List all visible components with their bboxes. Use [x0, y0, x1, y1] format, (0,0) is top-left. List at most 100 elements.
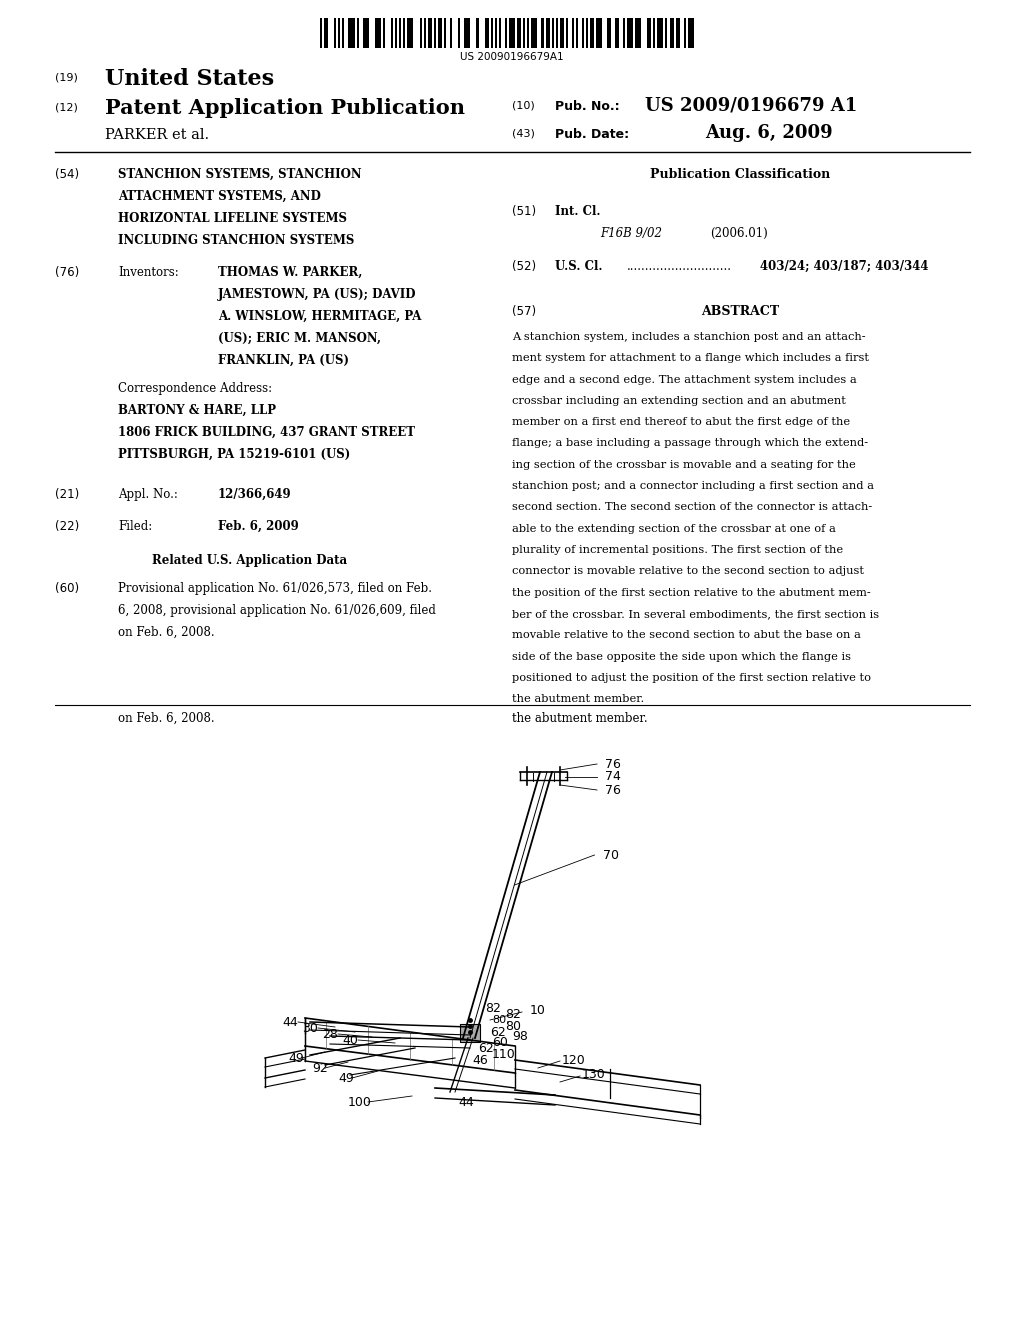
Text: Provisional application No. 61/026,573, filed on Feb.: Provisional application No. 61/026,573, …	[118, 582, 432, 595]
Text: the position of the first section relative to the abutment mem-: the position of the first section relati…	[512, 587, 870, 598]
Text: (12): (12)	[55, 102, 78, 112]
Text: United States: United States	[105, 69, 274, 90]
Text: connector is movable relative to the second section to adjust: connector is movable relative to the sec…	[512, 566, 864, 577]
Bar	[523, 18, 525, 48]
Bar	[383, 18, 385, 48]
Text: Pub. No.:: Pub. No.:	[555, 100, 620, 114]
Bar	[531, 18, 538, 48]
Text: A. WINSLOW, HERMITAGE, PA: A. WINSLOW, HERMITAGE, PA	[218, 310, 421, 323]
Bar	[319, 18, 322, 48]
Bar	[420, 18, 422, 48]
Text: second section. The second section of the connector is attach-: second section. The second section of th…	[512, 503, 872, 512]
FancyBboxPatch shape	[460, 1024, 480, 1041]
Bar	[444, 18, 446, 48]
Text: 62: 62	[478, 1041, 494, 1055]
Bar	[606, 18, 610, 48]
Bar	[476, 18, 478, 48]
Text: edge and a second edge. The attachment system includes a: edge and a second edge. The attachment s…	[512, 375, 857, 384]
Bar	[542, 18, 544, 48]
Text: 1806 FRICK BUILDING, 437 GRANT STREET: 1806 FRICK BUILDING, 437 GRANT STREET	[118, 426, 415, 440]
Text: 80,: 80,	[492, 1015, 510, 1026]
Text: 44: 44	[282, 1015, 298, 1028]
Bar	[458, 18, 460, 48]
Bar	[342, 18, 344, 48]
Text: (2006.01): (2006.01)	[710, 227, 768, 240]
Text: 82: 82	[485, 1002, 501, 1015]
Text: THOMAS W. PARKER,: THOMAS W. PARKER,	[218, 267, 362, 279]
Bar	[647, 18, 651, 48]
Bar	[338, 18, 340, 48]
Bar	[546, 18, 550, 48]
Text: the abutment member.: the abutment member.	[512, 694, 644, 704]
Bar	[509, 18, 515, 48]
Bar	[334, 18, 336, 48]
Bar	[590, 18, 594, 48]
Text: Filed:: Filed:	[118, 520, 153, 533]
Text: ing section of the crossbar is movable and a seating for the: ing section of the crossbar is movable a…	[512, 459, 856, 470]
Text: (54): (54)	[55, 168, 79, 181]
Text: Inventors:: Inventors:	[118, 267, 179, 279]
Text: (51): (51)	[512, 205, 537, 218]
Bar	[428, 18, 432, 48]
Text: (US); ERIC M. MANSON,: (US); ERIC M. MANSON,	[218, 333, 381, 345]
Text: 46: 46	[472, 1053, 487, 1067]
Text: US 2009/0196679 A1: US 2009/0196679 A1	[645, 96, 857, 114]
Text: 100: 100	[348, 1096, 372, 1109]
Bar	[490, 18, 493, 48]
Text: JAMESTOWN, PA (US); DAVID: JAMESTOWN, PA (US); DAVID	[218, 288, 417, 301]
Bar	[505, 18, 507, 48]
Text: 403/24; 403/187; 403/344: 403/24; 403/187; 403/344	[760, 260, 929, 273]
Bar	[484, 18, 488, 48]
Bar	[403, 18, 406, 48]
Text: 12/366,649: 12/366,649	[218, 488, 292, 502]
Bar	[653, 18, 655, 48]
Text: on Feb. 6, 2008.: on Feb. 6, 2008.	[118, 626, 215, 639]
Text: plurality of incremental positions. The first section of the: plurality of incremental positions. The …	[512, 545, 843, 554]
Text: STANCHION SYSTEMS, STANCHION: STANCHION SYSTEMS, STANCHION	[118, 168, 361, 181]
Text: (22): (22)	[55, 520, 79, 533]
Text: Pub. Date:: Pub. Date:	[555, 128, 629, 141]
Bar	[577, 18, 579, 48]
Text: ABSTRACT: ABSTRACT	[701, 305, 779, 318]
Text: ............................: ............................	[627, 260, 732, 273]
Bar	[552, 18, 554, 48]
Bar	[666, 18, 668, 48]
Text: (52): (52)	[512, 260, 537, 273]
Text: Aug. 6, 2009: Aug. 6, 2009	[705, 124, 833, 143]
Text: Feb. 6, 2009: Feb. 6, 2009	[218, 520, 299, 533]
Text: ment system for attachment to a flange which includes a first: ment system for attachment to a flange w…	[512, 354, 869, 363]
Text: the abutment member.: the abutment member.	[512, 711, 647, 725]
Bar	[676, 18, 680, 48]
Text: (19): (19)	[55, 73, 78, 82]
Bar	[395, 18, 397, 48]
Bar	[572, 18, 574, 48]
Text: positioned to adjust the position of the first section relative to: positioned to adjust the position of the…	[512, 673, 871, 682]
Text: FRANKLIN, PA (US): FRANKLIN, PA (US)	[218, 354, 349, 367]
Text: 98: 98	[512, 1030, 528, 1043]
Bar	[614, 18, 618, 48]
Text: 76: 76	[605, 758, 621, 771]
Text: (60): (60)	[55, 582, 79, 595]
Text: 92: 92	[312, 1061, 328, 1074]
Bar	[566, 18, 568, 48]
Bar	[434, 18, 436, 48]
Bar	[399, 18, 401, 48]
Text: 80: 80	[505, 1019, 521, 1032]
Bar	[356, 18, 358, 48]
Text: 10: 10	[530, 1003, 546, 1016]
Text: flange; a base including a passage through which the extend-: flange; a base including a passage throu…	[512, 438, 868, 449]
Text: Related U.S. Application Data: Related U.S. Application Data	[153, 554, 347, 568]
Text: side of the base opposite the side upon which the flange is: side of the base opposite the side upon …	[512, 652, 851, 661]
Text: US 20090196679A1: US 20090196679A1	[460, 51, 564, 62]
Text: Correspondence Address:: Correspondence Address:	[118, 381, 272, 395]
Bar	[627, 18, 633, 48]
Bar	[635, 18, 641, 48]
Text: stanchion post; and a connector including a first section and a: stanchion post; and a connector includin…	[512, 480, 874, 491]
Text: 28: 28	[322, 1027, 338, 1040]
Text: 49: 49	[288, 1052, 304, 1064]
Bar	[688, 18, 694, 48]
Text: BARTONY & HARE, LLP: BARTONY & HARE, LLP	[118, 404, 276, 417]
Bar	[464, 18, 470, 48]
Bar	[451, 18, 452, 48]
Bar	[556, 18, 558, 48]
